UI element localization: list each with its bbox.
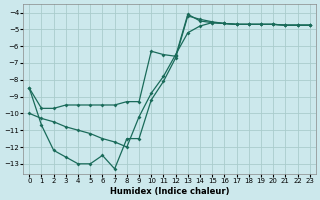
X-axis label: Humidex (Indice chaleur): Humidex (Indice chaleur) xyxy=(110,187,229,196)
